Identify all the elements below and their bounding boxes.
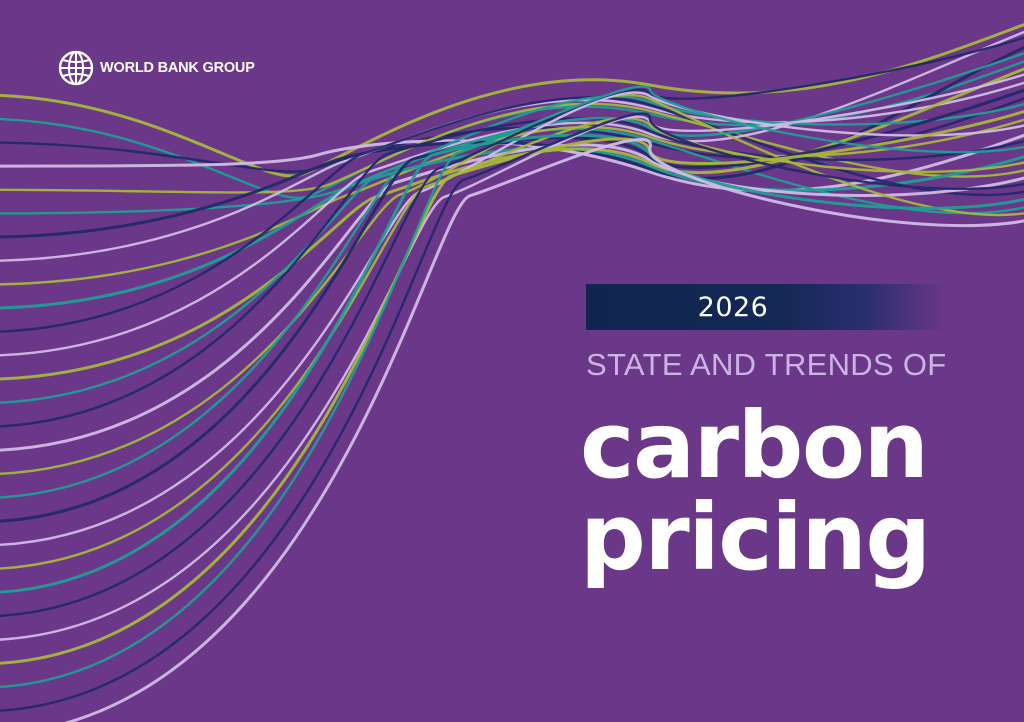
wave-line — [0, 117, 1024, 570]
report-year: 2026 — [697, 291, 769, 323]
wave-line — [0, 91, 1024, 546]
wave-line — [0, 46, 1024, 239]
wave-line — [0, 112, 1024, 712]
wave-line — [0, 102, 1024, 194]
wave-line — [0, 117, 1024, 428]
wave-line — [0, 73, 1024, 641]
wave-line — [62, 137, 1024, 722]
wave-line — [0, 51, 1024, 499]
wave-line — [0, 96, 1024, 333]
wave-line — [0, 143, 1024, 452]
wave-line — [0, 95, 1024, 404]
year-band: 2026 — [586, 284, 946, 330]
globe-icon — [58, 50, 94, 86]
report-title-line-1: carbon — [580, 392, 929, 499]
publisher-name: WORLD BANK GROUP — [100, 60, 255, 76]
report-subtitle: STATE AND TRENDS OF — [586, 347, 947, 382]
publisher-logo: WORLD BANK GROUP — [58, 50, 255, 86]
wave-line — [0, 36, 1024, 617]
wave-line — [0, 30, 1024, 357]
wave-line — [0, 85, 1024, 688]
wave-line — [0, 133, 1024, 594]
wave-line — [0, 109, 1024, 665]
report-title-line-2: pricing — [580, 484, 931, 591]
